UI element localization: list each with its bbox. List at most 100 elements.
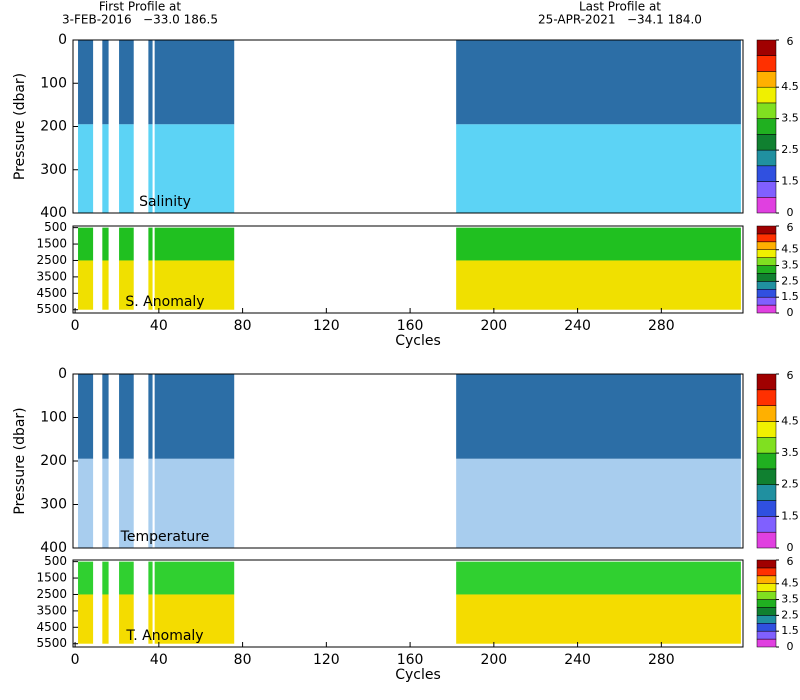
y-tick-label: 400 <box>40 540 67 556</box>
header-label: First Profile at <box>99 0 182 14</box>
colorbar-segment <box>756 484 777 501</box>
x-tick-label: 80 <box>234 318 252 334</box>
data-block <box>154 227 235 261</box>
data-block <box>154 260 235 310</box>
data-block <box>102 458 109 548</box>
y-tick-label: 5500 <box>36 302 67 316</box>
y-tick-label: 100 <box>40 75 67 91</box>
x-tick-label: 280 <box>648 652 675 668</box>
data-block <box>148 458 153 548</box>
colorbar-tick-label: 0 <box>787 541 794 554</box>
colorbar-tick-label: 4.5 <box>781 80 799 93</box>
data-block <box>78 40 94 125</box>
data-block <box>119 124 134 213</box>
colorbar-segment <box>756 197 777 214</box>
data-block <box>102 260 109 310</box>
colorbar-segment <box>756 531 777 549</box>
data-block <box>154 458 235 548</box>
x-tick-label: 120 <box>313 318 340 334</box>
colorbar-segment <box>756 591 777 600</box>
x-tick-label: 240 <box>564 652 591 668</box>
colorbar-segment <box>756 500 777 517</box>
colorbar-segment <box>756 225 777 235</box>
colorbar-segment <box>756 39 777 56</box>
y-tick-label: 0 <box>58 366 67 382</box>
colorbar-segment <box>756 583 777 592</box>
data-block <box>102 374 109 459</box>
colorbar-segment <box>756 233 777 243</box>
data-block <box>148 561 153 595</box>
plot-frame <box>72 559 744 648</box>
colorbar-segment <box>756 102 777 119</box>
data-block <box>119 594 134 644</box>
colorbar-tick-label: 0 <box>787 640 794 653</box>
colorbar-segment <box>756 134 777 151</box>
colorbar-tick-label: 2.5 <box>781 478 799 491</box>
colorbar-tick-label: 3.5 <box>781 593 799 606</box>
panel-label: Salinity <box>139 194 191 210</box>
data-block <box>119 40 134 125</box>
y-tick-label: 1500 <box>36 237 67 251</box>
data-block <box>148 260 153 310</box>
data-block <box>456 374 741 459</box>
data-block <box>154 40 235 125</box>
colorbar-tick-label: 2.5 <box>781 143 799 156</box>
y-tick-label: 200 <box>40 119 67 135</box>
data-block <box>456 561 741 595</box>
colorbar-tick-label: 1.5 <box>781 175 799 188</box>
y-tick-label: 500 <box>44 220 67 234</box>
colorbar-segment <box>756 630 777 640</box>
header-value: 3-FEB-2016 −33.0 186.5 <box>62 13 218 27</box>
y-tick-label: 1500 <box>36 571 67 585</box>
colorbar-segment <box>756 249 777 258</box>
data-block <box>78 561 94 595</box>
colorbar-segment <box>756 373 777 391</box>
panel-label: T. Anomaly <box>125 628 203 644</box>
data-block <box>456 40 741 125</box>
colorbar-tick-label: 1.5 <box>781 509 799 522</box>
colorbar-segment <box>756 165 777 182</box>
y-tick-label: 3500 <box>36 603 67 617</box>
data-block <box>119 458 134 548</box>
y-tick-label: 4500 <box>36 286 67 300</box>
colorbar-tick-label: 6 <box>787 221 794 234</box>
data-block <box>154 124 235 213</box>
y-axis-label: Pressure (dbar) <box>12 407 28 514</box>
colorbar-segment <box>756 273 777 282</box>
colorbar-tick-label: 4.5 <box>781 577 799 590</box>
colorbar-tick-label: 6 <box>787 369 794 382</box>
data-block <box>102 561 109 595</box>
data-block <box>102 227 109 261</box>
y-tick-label: 500 <box>44 554 67 568</box>
plot-frame <box>72 225 744 314</box>
x-tick-label: 160 <box>397 652 424 668</box>
colorbar-segment <box>756 241 777 250</box>
x-tick-label: 0 <box>71 318 80 334</box>
colorbar-segment <box>756 86 777 104</box>
colorbar-tick-label: 3.5 <box>781 112 799 125</box>
colorbar-tick-label: 2.5 <box>781 608 799 621</box>
x-tick-label: 40 <box>150 652 168 668</box>
colorbar-segment <box>756 296 777 306</box>
colorbar-segment <box>756 389 777 406</box>
colorbar-tick-label: 0 <box>787 306 794 319</box>
colorbar-segment <box>756 452 777 470</box>
y-tick-label: 300 <box>40 497 67 513</box>
data-block <box>456 458 741 548</box>
y-tick-label: 2500 <box>36 253 67 267</box>
colorbar-segment <box>756 607 777 616</box>
x-tick-label: 240 <box>564 318 591 334</box>
data-block <box>78 124 94 213</box>
colorbar-segment <box>756 405 777 422</box>
colorbar-tick-label: 3.5 <box>781 259 799 272</box>
data-block <box>456 260 741 310</box>
colorbar-segment <box>756 71 777 88</box>
data-block <box>102 124 109 213</box>
data-block <box>154 374 235 459</box>
x-tick-label: 280 <box>648 318 675 334</box>
colorbar-segment <box>756 265 777 274</box>
colorbar-segment <box>756 55 777 72</box>
data-block <box>148 124 153 213</box>
y-tick-label: 300 <box>40 162 67 178</box>
data-block <box>456 594 741 644</box>
